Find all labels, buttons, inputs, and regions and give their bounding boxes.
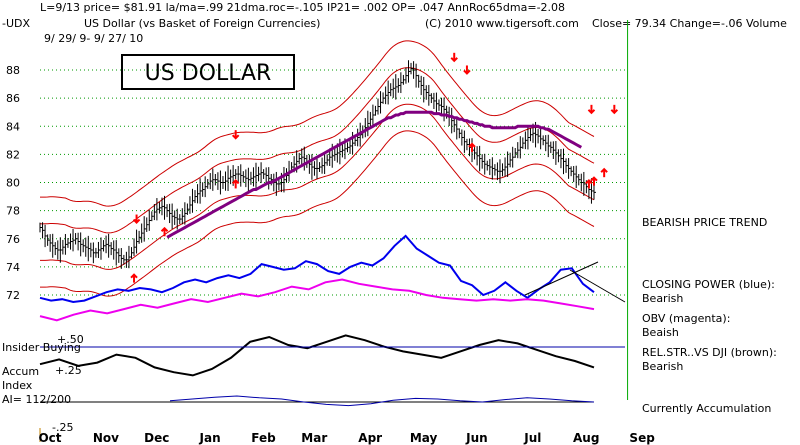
accum-minus25: -.25 <box>52 421 73 434</box>
sell-arrow <box>463 65 471 75</box>
title-box <box>121 54 295 90</box>
title-box-text: US DOLLAR <box>145 61 272 86</box>
arrow-head <box>130 273 138 279</box>
sell-arrow <box>610 104 619 115</box>
closing-power-series <box>39 234 595 304</box>
y-tick-label: 86 <box>6 92 20 105</box>
arrow-head <box>132 218 141 224</box>
closing-power-value: Bearish <box>642 292 683 305</box>
y-tick-label: 72 <box>6 289 20 302</box>
arrow-head <box>160 226 169 232</box>
obv-label: OBV (magenta): <box>642 312 730 325</box>
y-tick-label: 76 <box>6 233 20 246</box>
relstr-value: Bearish <box>642 360 683 373</box>
obv-line <box>39 278 595 322</box>
x-tick-label: Sep <box>629 431 655 445</box>
x-tick-label: Nov <box>93 431 119 445</box>
x-tick-label: Aug <box>573 431 599 445</box>
y-tick-label: 82 <box>6 148 20 161</box>
y-tick-label: 84 <box>6 120 20 133</box>
sell-arrow <box>587 104 596 115</box>
trend-label: BEARISH PRICE TREND <box>642 216 767 229</box>
relative-strength-line <box>39 334 595 377</box>
x-tick-label: Jan <box>199 431 221 445</box>
accumulation-index <box>40 395 595 407</box>
x-tick-label: Oct <box>38 431 61 445</box>
insider-buying-label: Insider Buying <box>2 341 81 354</box>
arrow-head <box>468 142 476 148</box>
ai-ratio: AI= 112/200 <box>2 393 71 406</box>
trendline-rising <box>524 261 599 296</box>
arrow-head <box>585 179 593 185</box>
accum-status: Currently Accumulation <box>642 402 771 415</box>
trendline-falling <box>569 269 626 303</box>
x-tick-label: Apr <box>358 431 382 445</box>
ma65-line <box>166 110 583 239</box>
arrow-head <box>610 109 619 115</box>
price-bars <box>39 60 596 269</box>
buy-arrow <box>231 179 240 189</box>
chart-subtitle: US Dollar (vs Basket of Foreign Currenci… <box>84 17 320 30</box>
arrow-head <box>463 69 471 75</box>
sell-arrow <box>231 130 240 140</box>
upper-band <box>40 40 595 207</box>
buy-arrow <box>160 226 169 237</box>
signal-arrows <box>130 52 619 283</box>
sell-arrow <box>132 214 141 224</box>
mid-lower-band <box>40 103 595 270</box>
close-change: Close= 79.34 Change=-.06 Volume <box>592 17 787 30</box>
relstr-series <box>39 334 595 377</box>
x-tick-label: Jul <box>523 431 541 445</box>
x-tick-label: May <box>410 431 438 445</box>
x-tick-label: Dec <box>144 431 169 445</box>
relstr-label: REL.STR..VS DJI (brown): <box>642 346 777 359</box>
date-range: 9/ 29/ 9- 9/ 27/ 10 <box>44 32 143 45</box>
accum-plus50: +.50 <box>57 333 84 346</box>
index-label: Index <box>2 379 33 392</box>
arrow-head <box>600 167 608 173</box>
ticker-symbol: -UDX <box>2 17 30 30</box>
y-tick-label: 80 <box>6 177 20 190</box>
arrow-head <box>587 109 596 115</box>
arrow-head <box>450 57 458 63</box>
signal-line <box>524 20 629 400</box>
closing-power-line <box>39 234 595 304</box>
mid-upper-band <box>39 67 595 234</box>
accum-label: Accum <box>2 365 39 378</box>
obv-value: Beaish <box>642 326 679 339</box>
y-axis-ticks: 72 74 76 78 80 82 84 86 88 <box>6 64 20 302</box>
sell-arrow <box>450 52 458 63</box>
arrow-head <box>231 134 240 140</box>
buy-arrow <box>590 176 598 186</box>
x-tick-label: Jun <box>465 431 488 445</box>
x-axis-labels: Oct Nov Dec Jan Feb Mar Apr May Jun Jul Aug Sep <box>38 428 655 445</box>
lower-band <box>40 130 595 297</box>
accum-plus25: +.25 <box>55 364 82 377</box>
y-tick-label: 78 <box>6 205 20 218</box>
accum-series <box>169 395 595 407</box>
y-tick-label: 88 <box>6 64 20 77</box>
moving-average <box>166 110 583 239</box>
header-line-1: L=9/13 price= $81.91 la/ma=.99 21dma.roc… <box>40 1 565 14</box>
x-tick-label: Mar <box>301 431 327 445</box>
arrow-head <box>231 179 240 185</box>
buy-arrow <box>600 167 608 178</box>
buy-arrow <box>585 179 593 189</box>
arrow-head <box>590 176 598 182</box>
closing-power-label: CLOSING POWER (blue): <box>642 278 775 291</box>
obv-series <box>39 278 595 322</box>
y-tick-label: 74 <box>6 261 20 274</box>
buy-arrow <box>468 142 476 152</box>
buy-arrow <box>130 273 138 283</box>
copyright: (C) 2010 www.tigersoft.com <box>425 17 579 30</box>
x-tick-label: Feb <box>251 431 276 445</box>
bollinger-bands <box>39 40 595 297</box>
